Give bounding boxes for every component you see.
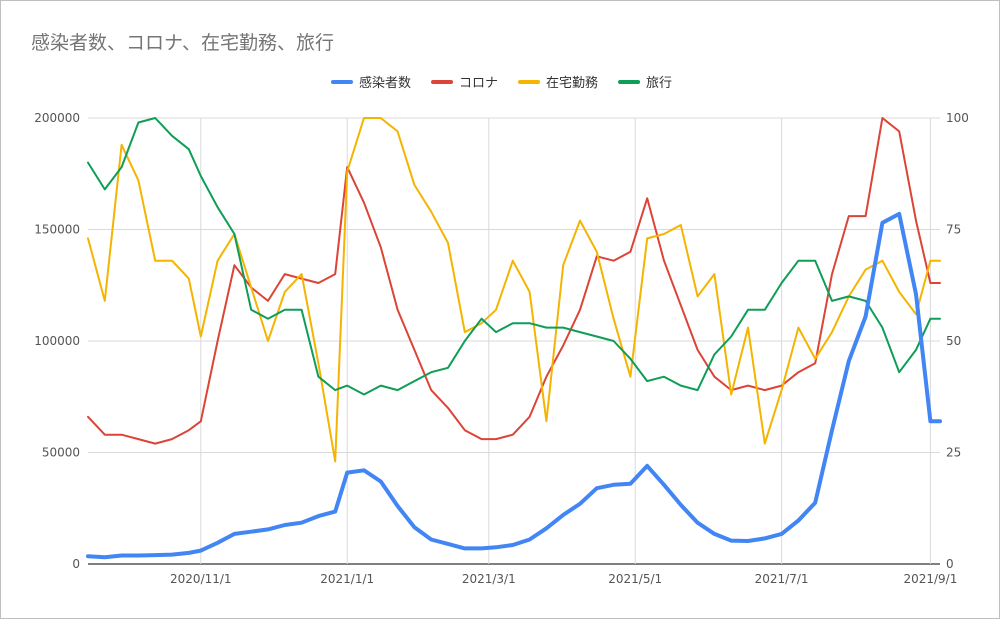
legend-item: コロナ: [431, 76, 498, 91]
y-left-tick-label: 100000: [34, 334, 80, 348]
x-tick-label: 2021/5/1: [608, 572, 662, 586]
right-y-axis-ticks: 0 25 50 75 100: [946, 111, 969, 571]
x-tick-label: 2020/11/1: [170, 572, 232, 586]
chart-title: 感染者数、コロナ、在宅勤務、旅行: [31, 32, 335, 54]
legend-item: 旅行: [618, 76, 672, 91]
series-line-4: [87, 117, 941, 396]
x-tick-label: 2021/3/1: [462, 572, 516, 586]
x-axis-ticks: 2020/11/1 2021/1/1 2021/3/1 2021/5/1 2021/7/…: [170, 572, 957, 586]
y-right-tick-label: 75: [946, 223, 961, 237]
legend-item: 感染者数: [331, 75, 411, 91]
y-left-tick-label: 150000: [34, 223, 80, 237]
y-right-tick-label: 25: [946, 446, 961, 460]
x-tick-label: 2021/7/1: [755, 572, 809, 586]
series-line-2: [87, 117, 941, 445]
y-right-tick-label: 100: [946, 111, 969, 125]
legend-label: 感染者数: [359, 75, 411, 91]
x-tick-label: 2021/1/1: [320, 572, 374, 586]
gridlines: [88, 117, 940, 565]
legend-label: 旅行: [646, 76, 672, 91]
y-left-tick-label: 50000: [42, 446, 80, 460]
legend-label: 在宅勤務: [546, 76, 598, 91]
legend: 感染者数 コロナ 在宅勤務 旅行: [331, 75, 672, 91]
legend-item: 在宅勤務: [518, 76, 598, 91]
legend-label: コロナ: [459, 76, 498, 91]
y-left-tick-label: 200000: [34, 111, 80, 125]
series-line-3: [87, 117, 941, 463]
left-y-axis-ticks: 0 50000 100000 150000 200000: [34, 111, 80, 571]
y-right-tick-label: 0: [946, 557, 954, 571]
y-left-tick-label: 0: [72, 557, 80, 571]
x-tick-label: 2021/9/1: [903, 572, 957, 586]
series-lines: [86, 117, 942, 560]
y-right-tick-label: 50: [946, 334, 961, 348]
series-line-1: [86, 211, 942, 560]
